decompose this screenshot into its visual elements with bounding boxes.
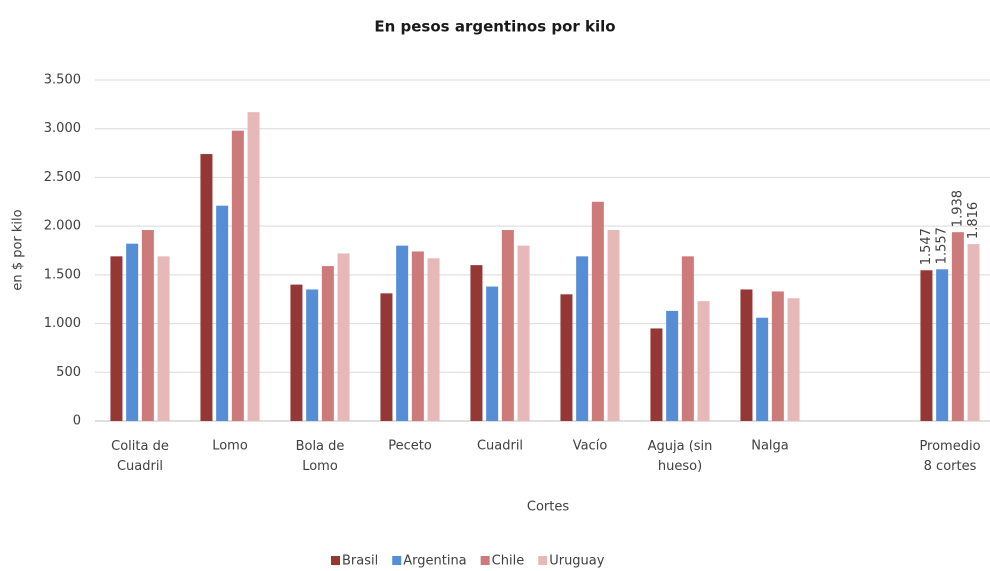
- x-tick-label: Aguja (sin hueso): [648, 439, 713, 474]
- x-tick-label: Vacío: [573, 439, 608, 454]
- data-label: 1.816: [966, 202, 981, 239]
- bar: [200, 154, 213, 421]
- data-label: 1.938: [950, 190, 965, 227]
- x-tick-label: Cuadril: [477, 439, 523, 454]
- legend-swatch: [480, 556, 490, 565]
- bar: [967, 244, 980, 421]
- bar: [607, 230, 620, 421]
- y-tick-label: 2.500: [44, 170, 81, 185]
- x-tick-label: Lomo: [212, 439, 248, 454]
- x-tick-label: Nalga: [751, 439, 789, 454]
- bar: [231, 130, 244, 422]
- y-tick-label: 1.500: [44, 267, 81, 282]
- y-tick-label: 2.000: [44, 219, 81, 234]
- bar: [771, 291, 784, 421]
- bar: [486, 286, 499, 421]
- bar: [951, 232, 964, 421]
- bar: [321, 266, 334, 421]
- bar: [681, 256, 694, 421]
- y-axis-label: en $ por kilo: [11, 209, 26, 290]
- bar: [517, 245, 530, 421]
- legend-swatch: [392, 556, 402, 565]
- bar: [337, 253, 350, 421]
- data-label: 1.547: [919, 228, 934, 265]
- bar: [591, 201, 604, 421]
- legend-label: Chile: [492, 554, 525, 569]
- bar: [247, 112, 260, 421]
- y-tick-label: 0: [73, 414, 81, 429]
- bar: [141, 230, 154, 421]
- x-tick-label: Colita de Cuadril: [111, 439, 169, 474]
- bar: [697, 301, 710, 421]
- y-tick-label: 500: [56, 365, 81, 380]
- bar: [576, 256, 589, 421]
- chart-title: En pesos argentinos por kilo: [374, 18, 615, 36]
- bar: [396, 245, 409, 421]
- bar: [740, 289, 753, 421]
- bar: [427, 258, 440, 421]
- bar: [290, 284, 303, 421]
- x-tick-label: Bola de Lomo: [296, 439, 345, 474]
- bar: [110, 256, 123, 421]
- bar: [380, 293, 393, 421]
- bar: [650, 328, 663, 421]
- bar: [787, 298, 800, 421]
- legend-label: Uruguay: [549, 554, 605, 569]
- bar: [157, 256, 170, 421]
- legend-label: Brasil: [342, 554, 378, 569]
- bar: [666, 310, 679, 421]
- legend-label: Argentina: [403, 554, 466, 569]
- bar: [306, 289, 319, 421]
- x-axis-label: Cortes: [527, 500, 569, 515]
- legend-swatch: [331, 556, 340, 565]
- bar: [470, 265, 483, 421]
- bar: [936, 269, 949, 421]
- bar: [501, 230, 514, 421]
- data-label: 1.557: [935, 227, 950, 264]
- y-tick-label: 3.500: [44, 73, 81, 88]
- bar: [756, 317, 769, 421]
- bar: [920, 270, 933, 421]
- bar: [216, 205, 229, 421]
- x-tick-label: Peceto: [388, 439, 432, 454]
- bar: [411, 251, 424, 421]
- bar: [560, 294, 573, 421]
- x-tick-label: Promedio 8 cortes: [919, 439, 980, 474]
- y-tick-label: 3.000: [44, 121, 81, 136]
- y-tick-label: 1.000: [44, 316, 81, 331]
- bar: [126, 243, 139, 421]
- legend-swatch: [538, 556, 548, 565]
